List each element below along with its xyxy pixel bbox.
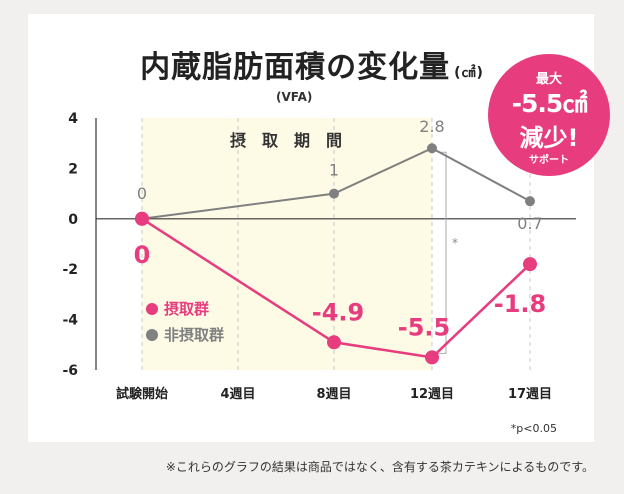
data-label: -4.9 — [312, 298, 364, 326]
legend-label: 非摂取群 — [164, 326, 224, 344]
footnote: ※これらのグラフの結果は商品ではなく、含有する茶カテキンによるものです。 — [165, 460, 594, 474]
title-unit: (㎠) — [454, 65, 484, 81]
data-point — [327, 335, 341, 350]
data-label: 1 — [329, 161, 339, 180]
data-point — [329, 188, 339, 199]
significance-mark: * — [452, 236, 458, 250]
badge-line-1: 最大 — [535, 72, 562, 87]
x-tick-label: 4週目 — [220, 387, 255, 402]
y-tick-label: -4 — [62, 313, 78, 329]
series-line-non-intake — [141, 147, 531, 220]
significance-bracket — [438, 151, 447, 354]
x-tick-label: 17週目 — [508, 387, 552, 402]
data-label: 2.8 — [419, 117, 444, 136]
series-line-intake — [141, 217, 531, 359]
data-point — [427, 143, 437, 154]
data-label: 0.7 — [517, 214, 542, 233]
x-tick-label: 8週目 — [316, 387, 351, 402]
y-tick-label: -2 — [62, 262, 78, 278]
intake-period-label: 摂 取 期 間 — [230, 131, 342, 150]
data-point — [523, 257, 537, 272]
badge-line-2: -5.5㎠ — [511, 89, 588, 118]
x-tick-label: 試験開始 — [116, 386, 168, 402]
chart-title: 内蔵脂肪面積の変化量 (㎠) — [140, 50, 484, 85]
x-tick-label: 12週目 — [410, 387, 454, 402]
data-point — [135, 211, 149, 226]
max-reduction-badge: 最大 -5.5㎠ 減少! サポート — [488, 54, 610, 176]
y-tick-label: 2 — [68, 161, 78, 177]
data-label: 0 — [137, 184, 147, 203]
legend-label: 摂取群 — [164, 300, 209, 318]
legend-marker — [146, 303, 158, 315]
y-tick-label: -6 — [62, 363, 78, 379]
data-label: 0 — [134, 241, 151, 269]
y-tick-label: 0 — [68, 212, 78, 228]
data-point — [525, 196, 535, 207]
chart-subtitle: (VFA) — [276, 90, 313, 104]
intake-period-band — [142, 118, 432, 370]
badge-line-4: サポート — [529, 155, 569, 166]
badge-line-3: 減少! — [519, 124, 579, 152]
p-value-note: *p<0.05 — [511, 422, 557, 435]
y-tick-label: 4 — [68, 111, 78, 127]
data-point — [425, 350, 439, 365]
data-label: -1.8 — [494, 290, 546, 318]
legend-marker — [146, 329, 158, 341]
data-label: -5.5 — [398, 313, 450, 341]
